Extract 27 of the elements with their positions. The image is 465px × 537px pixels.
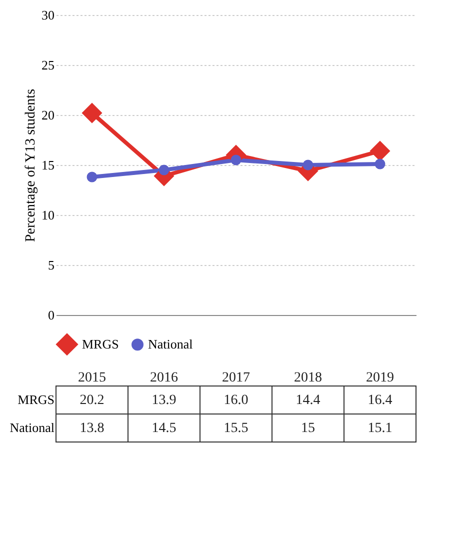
data-label: 15.1 — [368, 421, 392, 436]
data-label: 20.2 — [80, 393, 104, 408]
data-label: 15.5 — [224, 421, 248, 436]
y-tick-label: 30 — [42, 8, 54, 22]
data-label: 13.8 — [80, 421, 104, 436]
y-tick-label: 5 — [48, 258, 54, 272]
y-tick-label: 10 — [42, 208, 54, 222]
x-tick-label: 2015 — [78, 370, 106, 386]
y-tick-label: 20 — [42, 108, 54, 122]
data-label: 16.0 — [224, 393, 248, 408]
x-tick-label: 2018 — [294, 370, 322, 386]
legend-label: National — [148, 336, 194, 352]
data-label: 13.9 — [152, 393, 176, 408]
y-axis-title: Percentage of Y13 students — [24, 88, 38, 242]
y-tick-label: 15 — [42, 158, 54, 172]
x-tick-label: 2016 — [150, 370, 178, 386]
x-tick-label: 2019 — [366, 370, 394, 386]
x-tick-label: 2017 — [222, 370, 250, 386]
text: National — [10, 420, 54, 435]
data-label: 16.4 — [368, 393, 392, 408]
legend-label: MRGS — [82, 336, 119, 352]
data-label: 15 — [301, 421, 315, 436]
data-label: 14.4 — [296, 393, 320, 408]
y-tick-label: 25 — [42, 58, 54, 72]
text: MRGS — [18, 392, 54, 407]
data-label: 14.5 — [152, 421, 176, 436]
y-tick-label: 0 — [48, 308, 54, 322]
